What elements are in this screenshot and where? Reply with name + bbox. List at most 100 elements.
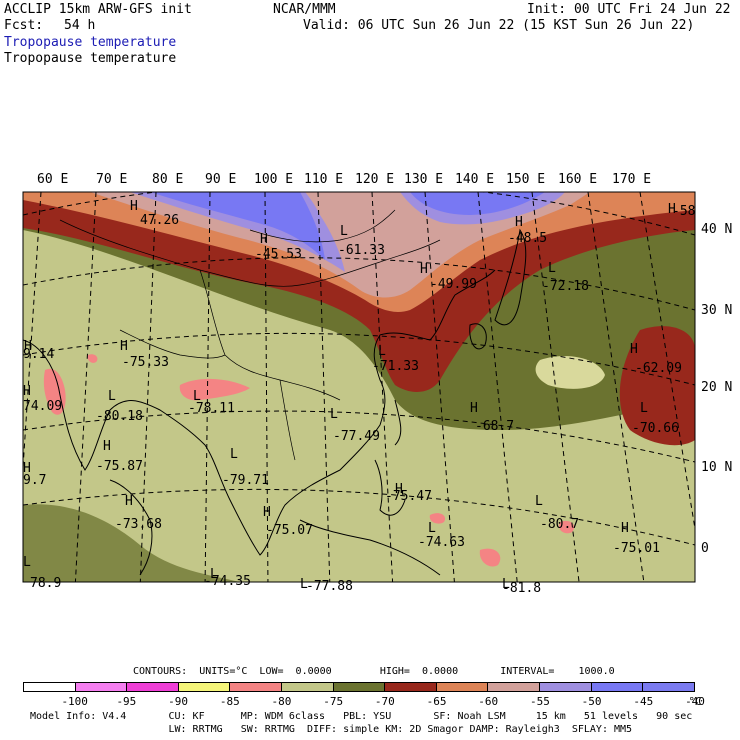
pressure-center-value: -68.7	[475, 419, 514, 434]
color-bar-swatch	[385, 683, 437, 691]
color-bar-swatch	[127, 683, 179, 691]
model-title: ACCLIP 15km ARW-GFS init	[4, 2, 192, 17]
longitude-label: 130 E	[404, 172, 444, 187]
latitude-label: 0	[701, 541, 709, 556]
pressure-center-symbol: H	[420, 262, 428, 277]
pressure-center-value: -62.09	[635, 361, 682, 376]
longitude-label: 90 E	[205, 172, 237, 187]
color-bar-tick-label: -60	[478, 695, 499, 708]
pressure-center-symbol: H	[621, 521, 629, 536]
pressure-center-value: -81.8	[502, 581, 541, 596]
longitude-label: 150 E	[506, 172, 546, 187]
color-bar-swatch	[282, 683, 334, 691]
pressure-center-value: -48.5	[508, 231, 547, 246]
pressure-center-symbol: H	[668, 202, 676, 217]
color-bar-swatch	[178, 683, 231, 691]
color-bar-swatch	[436, 683, 489, 691]
pressure-center-symbol: L	[330, 407, 338, 422]
color-bar-tick-label: -45	[633, 695, 654, 708]
pressure-center-symbol: L	[23, 555, 31, 570]
color-bar-swatch	[540, 683, 592, 691]
pressure-center-symbol: H	[395, 482, 403, 497]
fcst-value: 54 h	[64, 18, 96, 33]
pressure-center-symbol: L	[108, 389, 116, 404]
color-bar-tick-label: -50	[581, 695, 602, 708]
pressure-center-symbol: L	[378, 344, 386, 359]
pressure-center-symbol: L	[502, 577, 510, 592]
pressure-center-symbol: H	[130, 199, 138, 214]
color-bar-swatch	[643, 683, 694, 691]
country-borders	[59, 209, 441, 461]
pressure-center-value: -77.88	[306, 579, 353, 594]
pressure-center-symbol: H	[630, 342, 638, 357]
color-bar-tick-label: -80	[271, 695, 292, 708]
longitude-label: 140 E	[455, 172, 495, 187]
color-bar-tick-label: -95	[116, 695, 137, 708]
longitude-label: 80 E	[152, 172, 184, 187]
pressure-center-symbol: H	[125, 494, 133, 509]
pressure-center-symbol: H	[23, 461, 31, 476]
pressure-center-value: -49.99	[430, 277, 477, 292]
pressure-center-symbol: L	[300, 577, 308, 592]
pressure-center-value: 74.09	[23, 399, 62, 414]
color-bar-swatch	[591, 683, 644, 691]
color-bar-swatch	[75, 683, 128, 691]
pressure-center-value: -77.49	[333, 429, 380, 444]
pressure-center-symbol: H	[103, 439, 111, 454]
pressure-center-value: -58	[672, 204, 695, 219]
model-info-line2: LW: RRTMG SW: RRTMG DIFF: simple KM: 2D …	[30, 724, 633, 735]
color-bar-tick-label: -100	[61, 695, 88, 708]
color-bar-tick-label: -90	[168, 695, 188, 708]
color-bar-tick-label: -65	[426, 695, 447, 708]
field-region-cold-1	[43, 368, 66, 415]
init-time: Init: 00 UTC Fri 24 Jun 22	[527, 2, 731, 17]
pressure-center-value: 78.9	[30, 576, 61, 591]
color-bar-tick-label: -85	[219, 695, 240, 708]
pressure-center-symbol: H	[263, 505, 271, 520]
contours-info: CONTOURS: UNITS=°C LOW= 0.0000 HIGH= 0.0…	[133, 666, 615, 677]
pressure-center-value: 9.7	[23, 473, 46, 488]
pressure-center-value: -61.33	[338, 243, 385, 258]
pressure-center-value: -45.53	[255, 247, 302, 262]
pressure-center-value: -75.07	[266, 523, 313, 538]
pressure-center-value: -75.01	[613, 541, 660, 556]
field-region-cold-3	[87, 354, 98, 363]
color-bar-swatch	[333, 683, 386, 691]
map-frame	[22, 191, 696, 583]
pressure-center-value: -75.87	[96, 459, 143, 474]
coastlines	[23, 228, 527, 576]
pressure-center-value: -79.71	[222, 473, 269, 488]
pressure-center-value: -75.33	[122, 355, 169, 370]
longitude-label: 160 E	[558, 172, 598, 187]
longitude-label: 110 E	[304, 172, 344, 187]
field-title-blue: Tropopause temperature	[4, 35, 177, 50]
field-region-cold-2	[179, 378, 250, 401]
fcst-label: Fcst:	[4, 18, 44, 33]
pressure-center-markers: H47.26H-45.53L-61.33H-48.5H-49.99L-72.18…	[23, 199, 695, 596]
field-region-cold-6	[479, 548, 501, 567]
pressure-center-value: -78.11	[188, 401, 235, 416]
pressure-center-symbol: L	[428, 521, 436, 536]
pressure-center-symbol: L	[210, 567, 218, 582]
color-bar-swatch	[24, 683, 76, 691]
pressure-center-value: -80.7	[540, 517, 579, 532]
pressure-center-value: -75.47	[385, 489, 432, 504]
pressure-center-value: -73.68	[115, 517, 162, 532]
pressure-center-symbol: L	[535, 494, 543, 509]
pressure-center-value: 47.26	[140, 213, 179, 228]
pressure-center-symbol: L	[193, 389, 201, 404]
latitude-label: 40 N	[701, 222, 733, 237]
latitude-label: 20 N	[701, 380, 733, 395]
pressure-center-value: -74.63	[418, 535, 465, 550]
longitude-label: 100 E	[254, 172, 294, 187]
center-label: NCAR/MMM	[273, 2, 336, 17]
color-bar-tick-label: -75	[323, 695, 344, 708]
field-region-cold-5	[559, 520, 575, 534]
color-bar-swatch	[488, 683, 541, 691]
longitude-label: 120 E	[355, 172, 395, 187]
parallel-lines	[23, 192, 695, 546]
color-bar-tick-label: -40	[685, 695, 705, 708]
pressure-center-symbol: H	[120, 339, 128, 354]
valid-time: Valid: 06 UTC Sun 26 Jun 22 (15 KST Sun …	[303, 18, 695, 33]
field-title: Tropopause temperature	[4, 51, 177, 66]
